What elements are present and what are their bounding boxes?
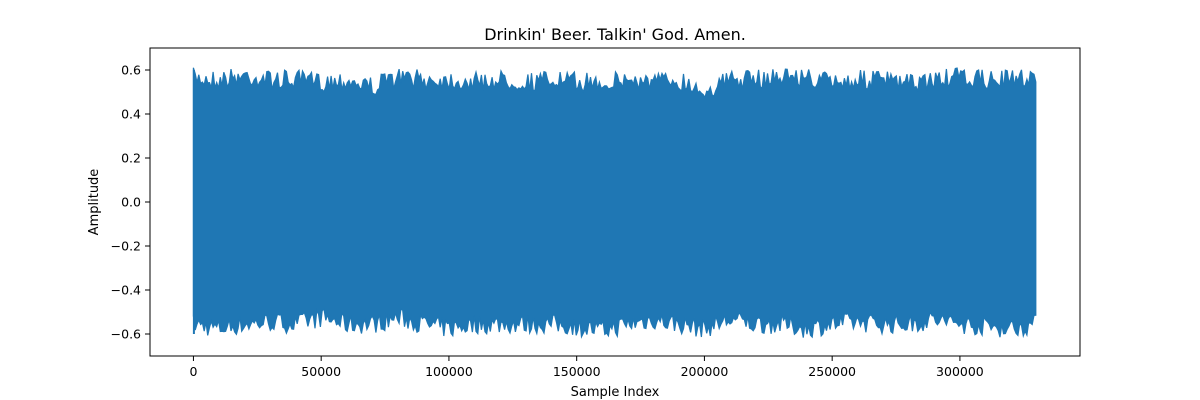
x-axis-ticks: 0 50000 100000 150000 200000 250000 300000 xyxy=(189,356,984,379)
waveform-onset xyxy=(192,70,195,334)
x-tick-label: 200000 xyxy=(681,364,729,379)
y-axis-label: Amplitude xyxy=(87,169,102,236)
x-axis-label: Sample Index xyxy=(571,385,660,400)
x-tick-label: 0 xyxy=(189,364,197,379)
x-tick-label: 250000 xyxy=(808,364,856,379)
waveform-series-fill xyxy=(192,67,1037,339)
y-tick-label: 0.0 xyxy=(121,195,141,210)
y-tick-label: −0.4 xyxy=(111,283,141,298)
plot-area xyxy=(192,67,1037,339)
y-tick-label: −0.2 xyxy=(111,239,141,254)
y-tick-label: 0.6 xyxy=(121,63,141,78)
x-tick-label: 50000 xyxy=(301,364,341,379)
x-tick-label: 100000 xyxy=(425,364,473,379)
y-tick-label: 0.4 xyxy=(121,107,141,122)
y-tick-label: −0.6 xyxy=(111,327,141,342)
axes-frame xyxy=(149,47,1081,357)
x-tick-label: 300000 xyxy=(936,364,984,379)
y-tick-label: 0.2 xyxy=(121,151,141,166)
y-axis-ticks: −0.6 −0.4 −0.2 0.0 0.2 0.4 0.6 xyxy=(111,63,150,342)
x-tick-label: 150000 xyxy=(553,364,601,379)
chart-title: Drinkin' Beer. Talkin' God. Amen. xyxy=(484,25,746,44)
